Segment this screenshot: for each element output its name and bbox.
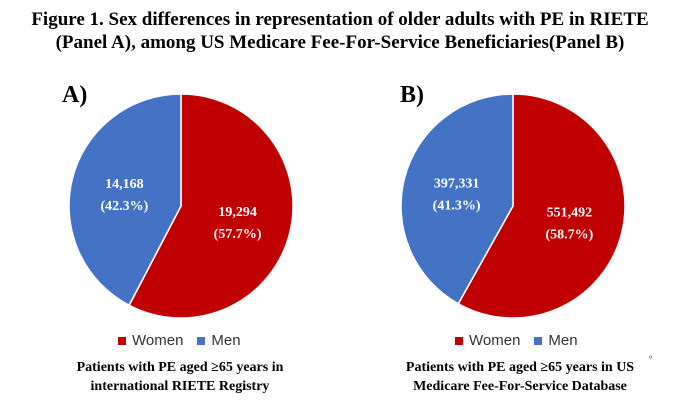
- legend-item-men: Men: [197, 332, 241, 349]
- legend-label-men: Men: [211, 332, 241, 349]
- caption-medicare-line-2: Medicare Fee-For-Service Database: [413, 379, 627, 394]
- legend-item-men: Men: [534, 332, 578, 349]
- corner-mark: °: [648, 355, 653, 366]
- panel-a-label: A): [62, 82, 88, 108]
- panel-b-label: B): [400, 82, 424, 108]
- pie-chart-medicare: 551,492 (58.7%) 397,331 (41.3%): [400, 93, 626, 319]
- pie-slice-women: [457, 93, 626, 319]
- figure-title-line-2: (Panel A), among US Medicare Fee-For-Ser…: [55, 32, 625, 53]
- legend-riete: Women Men: [118, 332, 255, 349]
- pie-chart-riete: 19,294 (57.7%) 14,168 (42.3%): [68, 93, 294, 319]
- legend-item-women: Women: [118, 332, 183, 349]
- pie-slice-men: [400, 93, 514, 305]
- legend-swatch-women: [455, 336, 463, 345]
- data-label-men-percent: (41.3%): [433, 198, 481, 213]
- caption-riete: Patients with PE aged ≥65 years in inter…: [30, 358, 330, 396]
- data-label-men-percent: (42.3%): [100, 199, 148, 214]
- caption-riete-line-1: Patients with PE aged ≥65 years in: [76, 360, 284, 375]
- data-label-women-percent: (58.7%): [545, 228, 593, 243]
- legend-label-women: Women: [469, 332, 521, 349]
- pie-slice-women: [128, 93, 294, 319]
- pie-slice-men: [68, 93, 182, 307]
- figure-title-line-1: Figure 1. Sex differences in representat…: [31, 9, 649, 30]
- data-label-women-count: 551,492: [547, 206, 593, 221]
- legend-label-women: Women: [132, 332, 184, 349]
- figure-title: Figure 1. Sex differences in representat…: [0, 8, 680, 54]
- legend-swatch-men: [534, 336, 543, 345]
- caption-riete-line-2: international RIETE Registry: [90, 379, 270, 394]
- data-label-men-count: 14,168: [105, 177, 143, 192]
- legend-swatch-men: [197, 336, 206, 345]
- legend-swatch-women: [118, 336, 126, 345]
- caption-medicare-line-1: Patients with PE aged ≥65 years in US: [405, 360, 635, 375]
- legend-item-women: Women: [455, 332, 520, 349]
- legend-label-men: Men: [548, 332, 578, 349]
- legend-medicare: Women Men: [455, 332, 592, 349]
- data-label-women-count: 19,294: [218, 205, 257, 220]
- data-label-women-percent: (57.7%): [214, 227, 262, 242]
- caption-medicare: Patients with PE aged ≥65 years in US Me…: [370, 358, 670, 396]
- data-label-men-count: 397,331: [434, 176, 480, 191]
